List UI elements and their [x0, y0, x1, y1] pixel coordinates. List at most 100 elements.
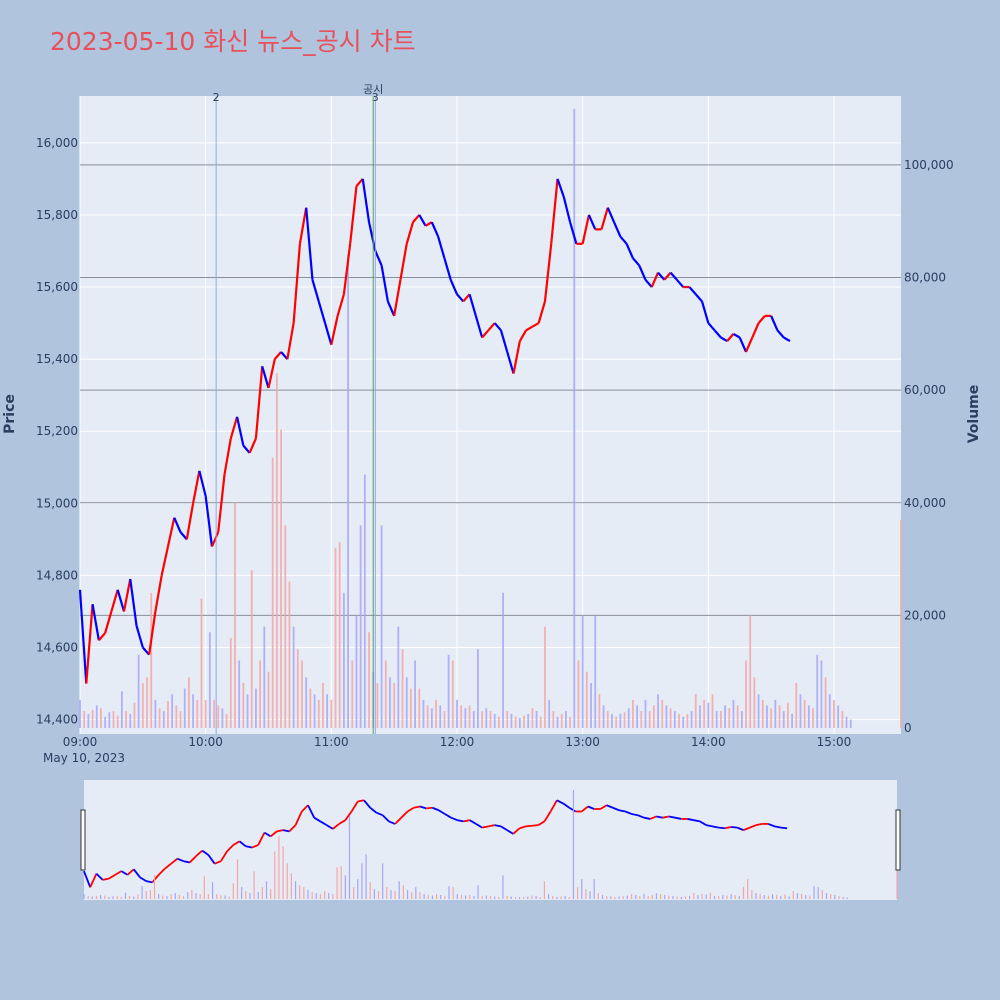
price-segment — [248, 437, 257, 454]
time-axis: 09:00 10:00 11:00 12:00 13:00 14:00 15:00 — [63, 735, 852, 749]
range-slider-price — [488, 824, 495, 828]
volume-bar — [162, 711, 165, 728]
range-slider-volume — [601, 895, 604, 899]
price-segment — [273, 351, 282, 360]
volume-bar — [774, 699, 777, 728]
price-tick-label: 15,600 — [36, 280, 78, 294]
volume-bar — [146, 677, 148, 728]
range-slider-handle-right[interactable] — [895, 809, 901, 871]
price-segment — [644, 279, 653, 288]
volume-bar — [669, 708, 672, 728]
price-tick-label: 15,400 — [36, 352, 78, 366]
range-slider-volume — [722, 895, 724, 899]
range-slider[interactable] — [80, 780, 901, 900]
price-segment — [776, 329, 785, 339]
range-slider-price — [674, 816, 682, 820]
range-slider-volume — [323, 891, 326, 899]
volume-bar — [292, 626, 295, 728]
range-slider-price — [624, 810, 632, 815]
volume-bar — [464, 708, 467, 728]
range-slider-volume — [162, 895, 164, 899]
range-slider-price — [693, 819, 701, 823]
range-slider-volume — [120, 896, 122, 899]
volume-bar — [234, 502, 236, 728]
range-slider-price — [587, 805, 595, 810]
volume-bar — [602, 705, 605, 728]
range-slider-volume — [348, 815, 351, 899]
price-segment — [223, 438, 232, 475]
range-slider-volume — [527, 896, 529, 899]
range-slider-price — [549, 799, 558, 812]
volume-tick-label: 20,000 — [904, 608, 946, 622]
range-slider-volume — [830, 894, 832, 899]
price-segment — [267, 358, 276, 389]
price-segment — [732, 332, 741, 339]
range-slider-volume — [203, 876, 205, 899]
volume-bar — [690, 711, 693, 728]
volume-bar — [569, 716, 571, 728]
price-segment — [713, 329, 722, 339]
range-slider-volume — [402, 885, 404, 899]
volume-bar — [778, 705, 781, 728]
range-slider-volume — [307, 890, 309, 899]
range-slider-volume — [236, 859, 239, 899]
range-slider-price — [469, 819, 477, 825]
volume-bar — [711, 694, 714, 728]
range-slider-volume — [502, 875, 504, 899]
volume-bar — [753, 677, 756, 728]
range-slider-volume — [382, 863, 384, 899]
range-slider-volume — [133, 896, 135, 899]
volume-bar — [301, 660, 303, 728]
price-segment — [625, 243, 634, 259]
range-slider-volume — [489, 896, 492, 899]
range-slider-volume — [145, 891, 147, 899]
range-slider-price — [475, 823, 483, 829]
range-slider-volume — [224, 895, 226, 899]
range-slider-price — [158, 868, 166, 876]
volume-tick-label: 0 — [904, 721, 912, 735]
volume-bar — [787, 702, 789, 728]
price-segment — [405, 221, 415, 245]
range-slider-price — [332, 823, 340, 830]
volume-bar — [271, 457, 274, 728]
volume-bar — [330, 699, 333, 728]
range-slider-volume — [191, 890, 193, 899]
volume-bar — [275, 373, 278, 728]
range-slider-volume — [440, 895, 442, 899]
range-slider-price — [382, 814, 390, 823]
range-slider-price — [338, 819, 346, 825]
range-slider-volume — [112, 896, 114, 899]
range-slider-price — [245, 845, 253, 849]
volume-bar — [384, 660, 387, 728]
range-slider-volume — [328, 893, 330, 899]
volume-bar — [757, 694, 760, 728]
volume-bar — [430, 708, 433, 728]
range-slider-volume — [477, 885, 479, 899]
volume-bar — [481, 711, 484, 728]
range-slider-volume — [431, 895, 434, 899]
range-slider-price — [369, 807, 377, 814]
price-segment — [676, 279, 685, 288]
range-slider-volume — [585, 889, 587, 899]
volume-bar — [665, 705, 668, 728]
volume-bar — [104, 716, 107, 728]
range-slider-volume — [473, 896, 475, 899]
range-slider-volume — [510, 896, 512, 899]
volume-bar — [845, 716, 848, 728]
range-slider-volume — [274, 851, 276, 899]
price-segment — [525, 325, 533, 332]
range-slider-volume — [668, 895, 670, 899]
volume-bar — [213, 699, 215, 728]
volume-bar — [137, 654, 140, 728]
price-segment — [393, 279, 402, 317]
range-slider-volume — [693, 893, 695, 899]
range-slider-price — [176, 857, 184, 863]
range-slider-handle-left[interactable] — [80, 809, 86, 871]
volume-bar — [803, 699, 806, 728]
range-slider-price — [319, 820, 328, 826]
range-slider-volume — [813, 886, 815, 899]
price-segment — [110, 589, 119, 612]
range-slider-volume — [759, 894, 761, 899]
price-segment — [745, 337, 754, 353]
range-slider-volume — [747, 879, 749, 899]
